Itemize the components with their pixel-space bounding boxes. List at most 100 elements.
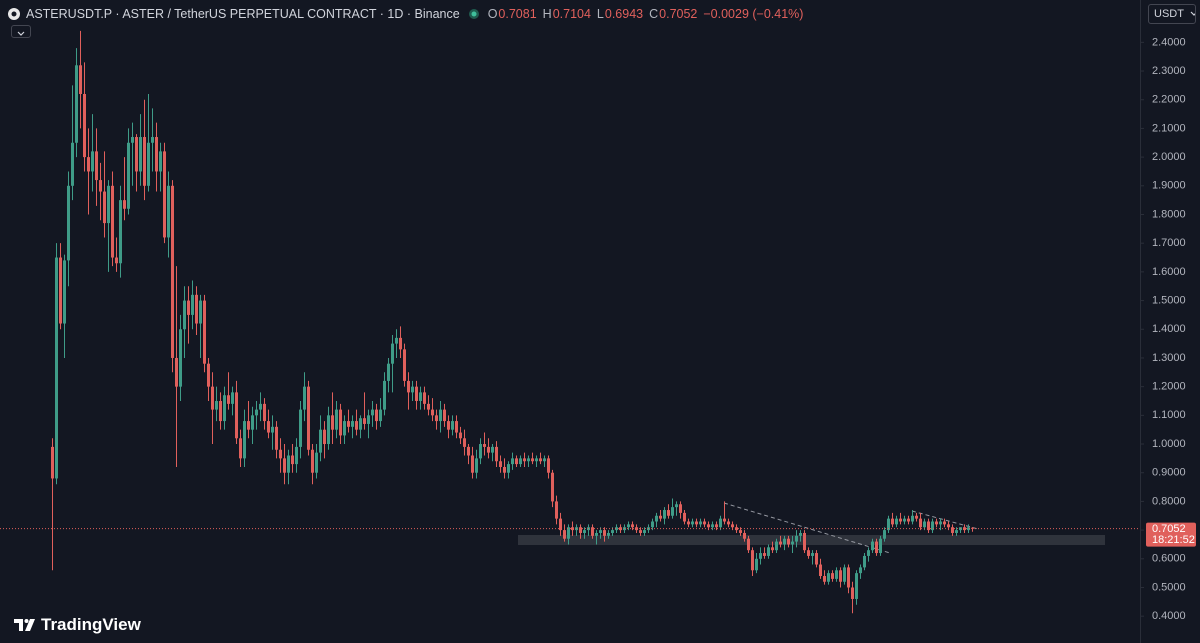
candle-body	[739, 530, 742, 533]
candle-body	[235, 392, 238, 439]
low-value: 0.6943	[604, 7, 644, 21]
candle-body	[695, 521, 698, 525]
candle-body	[295, 446, 298, 465]
candle-body	[419, 392, 422, 401]
candle-body	[791, 541, 794, 545]
candle-body	[859, 567, 862, 574]
candle-body	[847, 567, 850, 588]
candle-body	[727, 521, 730, 525]
candle-body	[67, 185, 70, 261]
candle-body	[615, 527, 618, 531]
y-tick-label: 1.8000	[1152, 208, 1186, 220]
candle-body	[751, 550, 754, 571]
candle-body	[951, 527, 954, 533]
y-tick-label: 2.4000	[1152, 36, 1186, 48]
candle-body	[243, 421, 246, 459]
y-tick-label: 1.6000	[1152, 266, 1186, 278]
candle-body	[387, 363, 390, 381]
y-tick-label: 2.3000	[1152, 65, 1186, 77]
candle-body	[275, 426, 278, 450]
candle-body	[355, 421, 358, 430]
candle-body	[567, 527, 570, 539]
candle-body	[947, 524, 950, 528]
candle-body	[631, 524, 634, 528]
candle-body	[835, 570, 838, 579]
candle-body	[187, 300, 190, 315]
candle-body	[415, 386, 418, 401]
candle-body	[743, 532, 746, 539]
candle-body	[511, 458, 514, 465]
candle-body	[663, 510, 666, 519]
candle-body	[475, 458, 478, 473]
collapse-button[interactable]	[11, 25, 31, 38]
candle-body	[851, 587, 854, 599]
candle-body	[611, 530, 614, 533]
candle-body	[479, 444, 482, 459]
candle-body	[819, 564, 822, 577]
brand[interactable]: TradingView	[14, 615, 141, 635]
candle-body	[315, 452, 318, 473]
candle-body	[383, 380, 386, 410]
candle-body	[527, 458, 530, 462]
candle-body	[399, 337, 402, 350]
candle-body	[163, 151, 166, 238]
candle-body	[467, 446, 470, 456]
candle-body	[535, 458, 538, 462]
candle-body	[675, 504, 678, 508]
candle-body	[855, 573, 858, 599]
candle-body	[827, 573, 830, 582]
candle-body	[331, 415, 334, 430]
candle-body	[759, 553, 762, 559]
candle-body	[87, 157, 90, 172]
candle-body	[655, 515, 658, 522]
ohlc-label: H	[542, 7, 552, 21]
candle-body	[443, 409, 446, 422]
candle-body	[579, 527, 582, 533]
candle-body	[407, 380, 410, 393]
candle-body	[771, 547, 774, 551]
candle-body	[471, 455, 474, 473]
candle-body	[71, 142, 74, 186]
candle-body	[927, 521, 930, 531]
legend: ASTERUSDT.P · ASTER / TetherUS PERPETUAL…	[6, 5, 803, 23]
candle-body	[627, 524, 630, 528]
candle-body	[683, 512, 686, 522]
y-tick-label: 0.5000	[1152, 581, 1186, 593]
candle-body	[803, 532, 806, 551]
candle-body	[571, 527, 574, 531]
candle-body	[95, 151, 98, 181]
candle-body	[283, 458, 286, 473]
candle-body	[699, 521, 702, 525]
candle-body	[799, 532, 802, 536]
candle-body	[107, 185, 110, 224]
price-tag	[1146, 522, 1196, 547]
trend-line	[723, 502, 891, 554]
candle-body	[935, 521, 938, 525]
candle-body	[787, 538, 790, 545]
candle-body	[831, 573, 834, 579]
candle-body	[839, 570, 842, 582]
candle-body	[139, 137, 142, 172]
currency-button[interactable]: USDT	[1148, 4, 1196, 24]
y-tick-label: 0.6000	[1152, 553, 1186, 565]
candle-body	[811, 553, 814, 556]
candle-body	[547, 458, 550, 473]
candle-body	[363, 418, 366, 424]
y-tick-label: 1.9000	[1152, 180, 1186, 192]
candle-body	[883, 530, 886, 539]
y-tick-label: 2.0000	[1152, 151, 1186, 163]
candle-body	[783, 538, 786, 545]
ohlc-label: O	[487, 7, 498, 21]
high-value: 0.7104	[552, 7, 591, 21]
candle-body	[907, 518, 910, 522]
candle-body	[507, 464, 510, 473]
candle-body	[91, 151, 94, 172]
candle-body	[719, 518, 722, 528]
candle-body	[779, 541, 782, 545]
candle-body	[335, 409, 338, 430]
candle-body	[591, 527, 594, 536]
candle-body	[607, 532, 610, 536]
candle-body	[955, 530, 958, 533]
candle-body	[63, 260, 66, 324]
